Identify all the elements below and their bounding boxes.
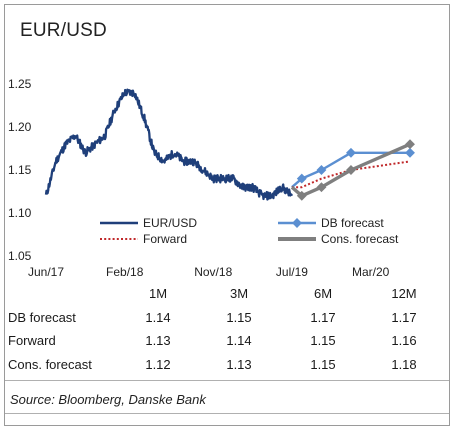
table-cell: 1.16	[391, 333, 417, 348]
cons-forecast-point	[296, 190, 307, 201]
source-note: Source: Bloomberg, Danske Bank	[10, 392, 206, 407]
db-forecast-point	[346, 147, 356, 158]
table-cell: 1.12	[145, 357, 171, 372]
table-header-3m: 3M	[229, 286, 249, 301]
row-label-cons-forecast: Cons. forecast	[8, 357, 92, 372]
eurusd-chart: 1.25 1.20 1.15 1.10 1.05 Jun/17 Feb/18 Nov/18 Ju…	[8, 77, 415, 279]
eurusd-series-line	[44, 88, 293, 201]
x-tick-label: Feb/18	[106, 265, 144, 279]
table-row: Cons. forecast 1.12 1.13 1.15 1.18	[0, 357, 456, 377]
legend-forward-label: Forward	[143, 232, 187, 246]
chart-title: EUR/USD	[20, 20, 107, 41]
table-cell: 1.15	[226, 310, 252, 325]
legend-db-forecast-label: DB forecast	[321, 216, 384, 230]
table-header-12m: 12M	[391, 286, 417, 301]
figure-frame	[4, 4, 450, 426]
table-cell: 1.17	[391, 310, 417, 325]
db-forecast-point	[405, 147, 415, 158]
x-tick-label: Nov/18	[194, 265, 232, 279]
cons-forecast-point	[346, 165, 356, 175]
table-cell: 1.14	[145, 310, 171, 325]
legend-eurusd-label: EUR/USD	[143, 216, 197, 230]
divider	[5, 380, 449, 381]
forward-series-line	[291, 160, 411, 189]
x-tick-label: Jun/17	[28, 265, 64, 279]
y-tick-label: 1.10	[8, 206, 32, 220]
table-cell: 1.18	[391, 357, 417, 372]
db-forecast-point	[316, 165, 327, 175]
table-header-6m: 6M	[313, 286, 333, 301]
legend-cons-forecast-label: Cons. forecast	[321, 232, 399, 246]
table-cell: 1.15	[310, 357, 336, 372]
y-tick-label: 1.20	[8, 120, 32, 134]
divider	[5, 413, 449, 414]
table-row: DB forecast 1.14 1.15 1.17 1.17	[0, 310, 456, 330]
y-tick-label: 1.25	[8, 77, 32, 91]
table-cell: 1.14	[226, 333, 252, 348]
row-label-db-forecast: DB forecast	[8, 310, 76, 325]
cons-forecast-point	[316, 182, 327, 193]
table-cell: 1.17	[310, 310, 336, 325]
cons-forecast-point	[405, 139, 415, 150]
y-tick-label: 1.05	[8, 249, 32, 263]
row-label-forward: Forward	[8, 333, 56, 348]
x-tick-label: Jul/19	[276, 265, 308, 279]
table-row: Forward 1.13 1.14 1.15 1.16	[0, 333, 456, 353]
table-header-1m: 1M	[148, 286, 168, 301]
table-cell: 1.13	[145, 333, 171, 348]
x-tick-label: Mar/20	[352, 265, 390, 279]
db-forecast-point	[296, 173, 307, 184]
table-cell: 1.13	[226, 357, 252, 372]
y-tick-label: 1.15	[8, 163, 32, 177]
legend-db-forecast-marker	[292, 218, 302, 228]
table-cell: 1.15	[310, 333, 336, 348]
